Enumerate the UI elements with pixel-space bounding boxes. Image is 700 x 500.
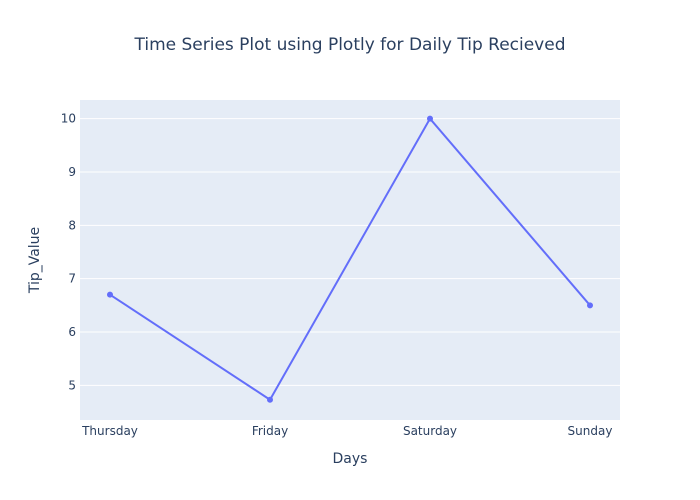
y-tick-label: 8 (68, 218, 76, 232)
y-tick-label: 6 (68, 325, 76, 339)
y-tick-label: 5 (68, 378, 76, 392)
y-axis-ticks: 5 6 7 8 9 10 (61, 112, 76, 393)
y-axis-title: Tip_Value (27, 227, 43, 294)
data-point-saturday[interactable] (427, 115, 433, 122)
data-point-sunday[interactable] (587, 302, 593, 309)
x-axis-title: Days (333, 451, 368, 467)
y-tick-label: 7 (68, 272, 76, 286)
x-axis-ticks: Thursday Friday Saturday Sunday (81, 424, 612, 438)
x-tick-label: Saturday (403, 424, 457, 438)
data-point-thursday[interactable] (107, 291, 113, 298)
gridlines (80, 118, 620, 386)
x-tick-label: Thursday (81, 424, 138, 438)
chart-title: Time Series Plot using Plotly for Daily … (133, 35, 565, 55)
y-tick-label: 10 (61, 112, 76, 126)
x-tick-label: Sunday (568, 424, 613, 438)
y-tick-label: 9 (68, 165, 76, 179)
series-layer (107, 115, 593, 403)
x-tick-label: Friday (252, 424, 288, 438)
series-line (109, 117, 591, 401)
data-point-friday[interactable] (267, 396, 273, 403)
